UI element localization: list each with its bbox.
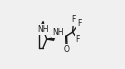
Text: O: O [63, 45, 69, 54]
Text: F: F [72, 15, 76, 24]
Text: NH: NH [53, 28, 64, 37]
Text: F: F [76, 35, 80, 44]
Polygon shape [47, 38, 54, 40]
Text: NH: NH [37, 25, 49, 34]
Text: F: F [77, 19, 82, 28]
